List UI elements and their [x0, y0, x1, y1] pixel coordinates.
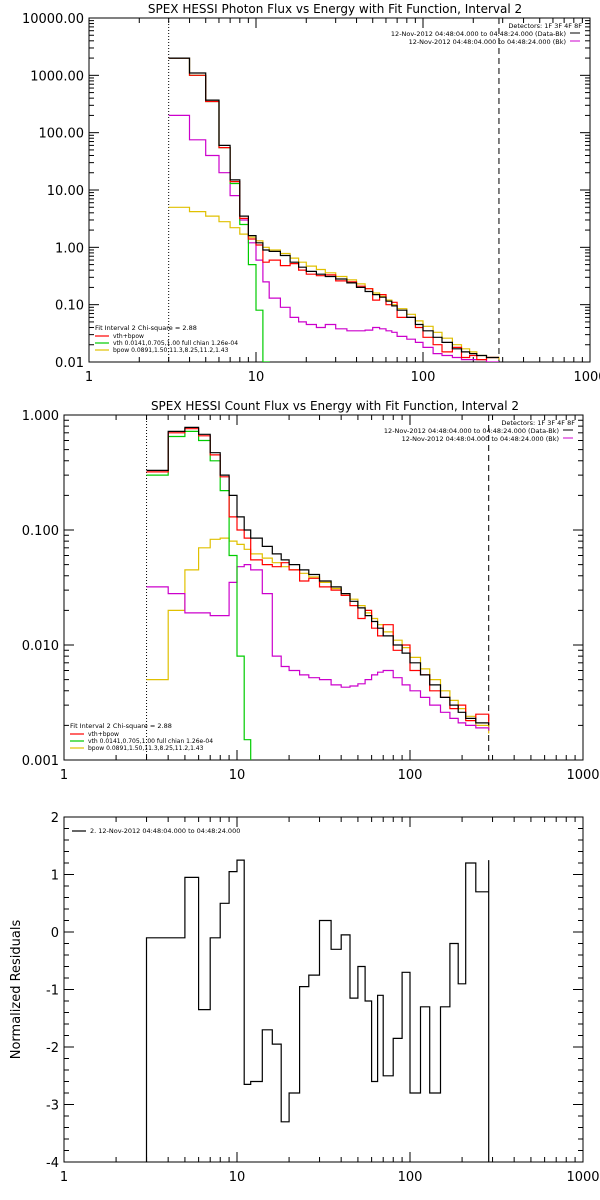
- y-tick-label: 0.001: [22, 754, 59, 769]
- y-tick-label: 100.00: [39, 127, 85, 142]
- y-tick-label: 1.00: [55, 241, 84, 256]
- legend-label: vth+bpow: [88, 731, 119, 738]
- legend-label: bpow 0.0891,1.50,11.3,8.25,11.2,1.43: [88, 745, 204, 752]
- y-tick-label: 0.100: [22, 524, 59, 539]
- x-tick-label: 1000: [573, 370, 600, 385]
- header-line: 12-Nov-2012 04:48:04.000 to 04:48:24.000…: [402, 435, 559, 443]
- plot-series-group: [146, 415, 490, 760]
- y-tick-label: -4: [46, 1156, 59, 1171]
- header-line: 12-Nov-2012 04:48:04.000 to 04:48:24.000…: [409, 38, 566, 46]
- y-tick-label: 0.01: [55, 356, 84, 371]
- x-tick-label: 1: [60, 768, 68, 783]
- header-line: Detectors: 1F 3F 4F 8F: [508, 22, 582, 30]
- data-series: [146, 426, 490, 726]
- photon-flux-panel: SPEX HESSI Photon Flux vs Energy with Fi…: [22, 2, 600, 385]
- legend-label: vth+bpow: [113, 333, 144, 340]
- y-tick-label: 2: [51, 811, 59, 826]
- x-tick-label: 100: [398, 1170, 423, 1185]
- legend-label: 2. 12-Nov-2012 04:48:04.000 to 04:48:24.…: [90, 827, 240, 835]
- x-tick-label: 10: [229, 1170, 246, 1185]
- photon-plot-area: 1 10 100 1000 0.01 0.10 1.00 10.00 100.00 1000.00…: [22, 12, 600, 385]
- count-panel-title: SPEX HESSI Count Flux vs Energy with Fit…: [151, 399, 519, 413]
- header-line: 12-Nov-2012 04:48:04.000 to 04:48:24.000…: [391, 30, 566, 38]
- x-tick-label: 100: [411, 370, 436, 385]
- residuals-series: [145, 859, 490, 1162]
- data-series: [168, 57, 499, 359]
- y-tick-label: 0.10: [55, 299, 84, 314]
- axes-frame: [63, 414, 584, 761]
- legend-label: bpow 0.0891,1.50,11.3,8.25,11.2,1.43: [113, 347, 229, 354]
- plot-series-group: [168, 18, 500, 362]
- y-tick-label: 10.00: [47, 184, 84, 199]
- y-tick-label: 10000.00: [22, 12, 84, 27]
- y-tick-label: -3: [46, 1099, 59, 1114]
- count-flux-panel: SPEX HESSI Count Flux vs Energy with Fit…: [22, 399, 600, 783]
- x-tick-label: 1: [85, 370, 93, 385]
- y-tick-label: 1.000: [22, 409, 59, 424]
- y-axis-label: Normalized Residuals: [9, 920, 24, 1060]
- x-tick-label: 10: [229, 768, 246, 783]
- y-tick-label: -2: [46, 1041, 59, 1056]
- x-tick-label: 1: [60, 1170, 68, 1185]
- residuals-panel: 1 10 100 1000 -4 -3 -2 -1 0 1 2 Normalized Residual…: [9, 811, 600, 1185]
- y-tick-label: 1: [51, 869, 59, 884]
- header-line: 12-Nov-2012 04:48:04.000 to 04:48:24.000…: [384, 427, 559, 435]
- x-tick-label: 10: [248, 370, 265, 385]
- x-tick-label: 1000: [566, 768, 599, 783]
- legend-title: Fit Interval 2 Chi-square = 2.88: [95, 324, 197, 332]
- residuals-plot-area: 1 10 100 1000 -4 -3 -2 -1 0 1 2 Normalized Residual…: [9, 811, 600, 1185]
- y-tick-label: -1: [46, 984, 59, 999]
- legend-title: Fit Interval 2 Chi-square = 2.88: [70, 722, 172, 730]
- x-tick-label: 1000: [566, 1170, 599, 1185]
- header-line: Detectors: 1F 3F 4F 8F: [501, 419, 575, 427]
- y-tick-label: 1000.00: [30, 69, 84, 84]
- legend-label: vth 0.0141,0.705,1.00 full chian 1.26e-0…: [113, 340, 238, 347]
- count-plot-area: 1 10 100 1000 0.001 0.010 0.100 1.000 Detectors:…: [22, 409, 600, 783]
- y-tick-label: 0: [51, 926, 59, 941]
- y-tick-label: 0.010: [22, 639, 59, 654]
- legend-label: vth 0.0141,0.705,1.00 full chian 1.26e-0…: [88, 738, 213, 745]
- x-tick-label: 100: [398, 768, 423, 783]
- photon-panel-title: SPEX HESSI Photon Flux vs Energy with Fi…: [148, 2, 522, 16]
